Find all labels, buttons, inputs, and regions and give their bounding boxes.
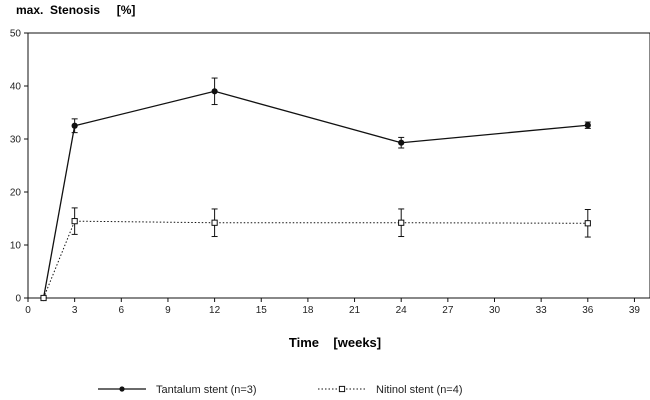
x-tick-label: 0 <box>25 305 31 316</box>
data-point <box>584 220 591 227</box>
x-tick-label: 27 <box>442 305 454 316</box>
data-point <box>211 88 218 95</box>
x-tick-label: 24 <box>396 305 408 316</box>
x-axis-title: Time [weeks] <box>289 335 381 350</box>
legend-item-2: Nitinol stent (n=4) <box>318 384 463 396</box>
data-point <box>71 218 78 225</box>
legend-item-1: Tantalum stent (n=3) <box>98 384 257 396</box>
x-tick-label: 9 <box>165 305 171 316</box>
series-1 <box>40 77 591 302</box>
x-tick-label: 21 <box>349 305 361 316</box>
x-tick-label: 18 <box>302 305 314 316</box>
series-2 <box>40 207 591 302</box>
data-point <box>211 219 218 226</box>
legend-marker <box>119 386 125 392</box>
x-tick-label: 3 <box>72 305 78 316</box>
y-tick-label: 0 <box>15 294 21 305</box>
y-tick-label: 30 <box>10 135 22 146</box>
x-tick-label: 15 <box>256 305 268 316</box>
x-tick-label: 36 <box>582 305 594 316</box>
x-tick-label: 33 <box>536 305 548 316</box>
series-layer <box>40 77 591 302</box>
data-point <box>584 122 591 129</box>
series-line <box>42 90 588 299</box>
y-tick-label: 20 <box>10 188 22 199</box>
y-axis: 0 10 20 30 40 50 <box>10 29 28 305</box>
y-tick-label: 50 <box>10 29 22 40</box>
y-axis-title: max. Stenosis [%] <box>16 3 135 17</box>
legend-label: Nitinol stent (n=4) <box>376 384 463 396</box>
y-tick-label: 10 <box>10 241 22 252</box>
x-tick-label: 12 <box>209 305 221 316</box>
y-tick-label: 40 <box>10 82 22 93</box>
series-line <box>43 220 588 299</box>
data-point <box>398 139 405 146</box>
legend-marker <box>338 385 346 393</box>
x-axis: 0 3 6 9 12 15 18 21 24 27 30 33 36 39 <box>25 298 640 316</box>
x-tick-label: 30 <box>489 305 501 316</box>
legend-label: Tantalum stent (n=3) <box>156 384 257 396</box>
x-tick-label: 39 <box>629 305 641 316</box>
data-point <box>71 122 78 129</box>
x-tick-label: 6 <box>119 305 125 316</box>
plot-frame <box>27 32 650 299</box>
legend: Tantalum stent (n=3) Nitinol stent (n=4) <box>98 384 463 396</box>
data-point <box>40 294 47 302</box>
data-point <box>398 219 405 226</box>
